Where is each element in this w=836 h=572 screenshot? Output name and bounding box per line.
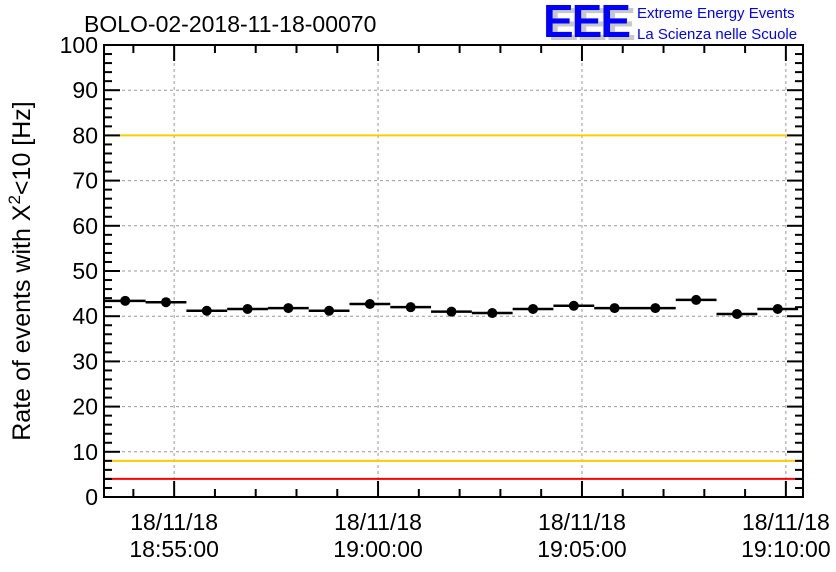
- data-point: [324, 305, 335, 316]
- data-point: [609, 303, 620, 314]
- y-tick-label: 40: [72, 303, 98, 329]
- data-point: [242, 303, 253, 314]
- x-tick-label-time: 19:00:00: [333, 536, 423, 562]
- data-point: [487, 308, 498, 319]
- x-tick-label-date: 18/11/18: [538, 509, 626, 535]
- x-tick-label-date: 18/11/18: [334, 509, 422, 535]
- data-point: [405, 302, 416, 313]
- data-point: [160, 297, 171, 308]
- logo-letters: EEE: [543, 0, 629, 47]
- y-tick-label: 70: [72, 168, 98, 194]
- x-tick-label-date: 18/11/18: [130, 509, 218, 535]
- data-point: [528, 303, 539, 314]
- data-point: [568, 300, 579, 311]
- y-tick-label: 20: [72, 394, 98, 420]
- data-point: [650, 303, 661, 314]
- data-point: [120, 295, 131, 306]
- data-point: [446, 306, 457, 317]
- x-tick-label-time: 19:10:00: [741, 536, 831, 562]
- x-tick-label-time: 19:05:00: [537, 536, 627, 562]
- y-axis-label: Rate of events with X2<10 [Hz]: [5, 101, 36, 441]
- y-tick-label: 0: [85, 484, 98, 510]
- y-tick-label: 80: [72, 122, 98, 148]
- data-point: [691, 294, 702, 305]
- data-point: [731, 308, 742, 319]
- chart-title: BOLO-02-2018-11-18-00070: [84, 11, 376, 37]
- logo-line1: Extreme Energy Events: [637, 5, 795, 22]
- data-point: [283, 303, 294, 314]
- data-point: [201, 305, 212, 316]
- eee-logo: EEE Extreme Energy Events La Scienza nel…: [543, 0, 797, 47]
- y-tick-label: 90: [72, 77, 98, 103]
- x-tick-label-time: 18:55:00: [129, 536, 219, 562]
- y-tick-label: 10: [72, 439, 98, 465]
- y-tick-label: 60: [72, 213, 98, 239]
- x-tick-label-date: 18/11/18: [742, 509, 830, 535]
- data-point: [364, 298, 375, 309]
- y-tick-label: 100: [60, 32, 98, 58]
- data-point: [772, 303, 783, 314]
- logo-line2: La Scienza nelle Scuole: [637, 26, 797, 43]
- y-tick-label: 30: [72, 348, 98, 374]
- y-tick-label: 50: [72, 258, 98, 284]
